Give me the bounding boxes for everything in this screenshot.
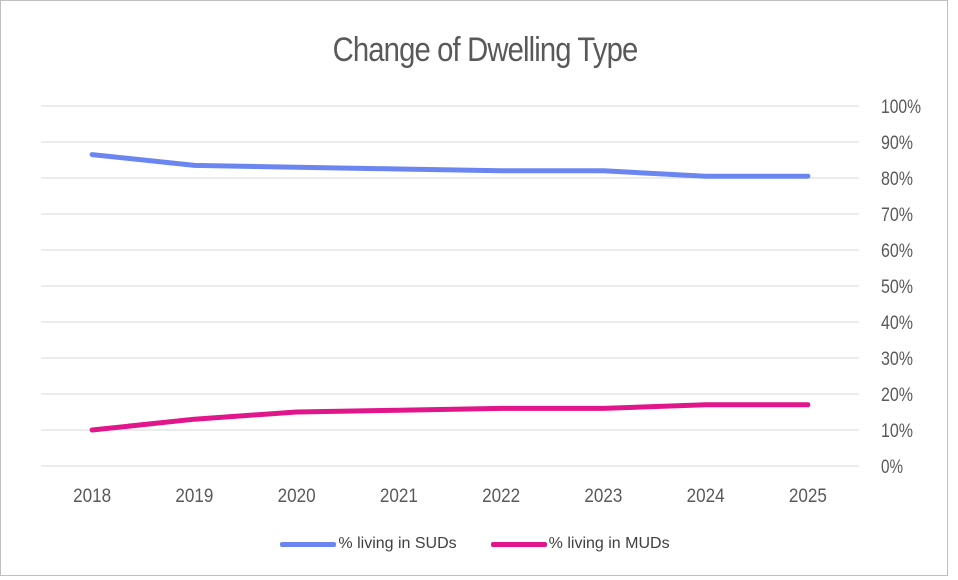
legend-swatch-suds: [280, 541, 337, 547]
y-tick-label: 10%: [881, 421, 913, 442]
legend: % living in SUDs % living in MUDs: [1, 535, 949, 553]
x-tick-label: 2021: [380, 486, 418, 507]
y-tick-label: 30%: [881, 349, 913, 370]
x-tick-label: 2022: [482, 486, 520, 507]
x-tick-label: 2024: [687, 486, 725, 507]
y-tick-label: 100%: [881, 97, 921, 118]
legend-swatch-muds: [490, 541, 547, 547]
legend-item-suds: % living in SUDs: [280, 535, 457, 553]
y-tick-label: 70%: [881, 205, 913, 226]
series-line-1: [89, 402, 811, 433]
x-tick-label: 2025: [789, 486, 827, 507]
legend-label-muds: % living in MUDs: [548, 535, 670, 552]
y-tick-label: 80%: [881, 169, 913, 190]
y-tick-label: 90%: [881, 133, 913, 154]
series-line-0: [89, 152, 811, 179]
legend-item-muds: % living in MUDs: [490, 535, 670, 553]
x-tick-label: 2020: [278, 486, 316, 507]
x-tick-label: 2018: [73, 486, 111, 507]
y-axis-ticks: 0% 10% 20% 30% 40% 50% 60% 70% 80% 90% 100%: [881, 97, 921, 478]
series-lines: [89, 152, 811, 433]
y-tick-label: 40%: [881, 313, 913, 334]
x-axis-ticks: 2018 2019 2020 2021 2022 2023 2024 2025: [73, 486, 827, 507]
y-tick-label: 0%: [881, 457, 903, 478]
gridlines: [41, 105, 859, 467]
y-tick-label: 50%: [881, 277, 913, 298]
x-tick-label: 2019: [175, 486, 213, 507]
chart-title: Change of Dwelling Type: [332, 31, 639, 69]
legend-label-suds: % living in SUDs: [338, 535, 457, 552]
y-tick-label: 60%: [881, 241, 913, 262]
x-tick-label: 2023: [584, 486, 622, 507]
y-tick-label: 20%: [881, 385, 913, 406]
plot-area: 0%10%20%30%40%50%60%70%80%90%100% 2018 20…: [41, 97, 921, 507]
